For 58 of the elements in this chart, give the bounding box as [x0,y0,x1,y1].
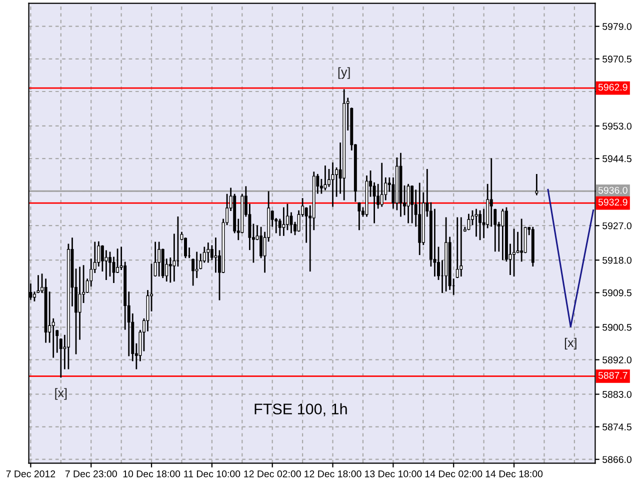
candlestick [372,182,376,224]
ref-line-label: 5936.0 [598,186,628,194]
candlestick [478,210,482,240]
candlestick [116,248,120,274]
x-tick-label: 10 Dec 18:00 [123,470,180,478]
text: FTSE 100, 1h [254,403,347,416]
candlestick [290,212,293,234]
annotation: [x] [55,388,67,400]
x-tick-label: 13 Dec 10:00 [365,470,422,478]
x-tick-label: 12 Dec 18:00 [304,470,362,478]
x-tick-label: 7 Dec 2012 [6,470,56,478]
candlestick [516,232,520,254]
y-tick-label: 5979.0 [602,23,632,30]
candlestick [460,217,463,277]
candlestick [474,208,478,237]
y-tick-label: 5874.5 [602,424,632,430]
candlestick [78,266,82,340]
candlestick [501,208,504,260]
candlestick [467,214,470,230]
candlestick [154,242,157,277]
candlestick [358,202,361,230]
x-tick-label: 12 Dec 02:00 [244,470,301,478]
y-tick-label: 5927.0 [602,222,632,230]
ref-line-label: 5887.7 [598,372,628,379]
annotation: [x] [564,338,576,350]
candlestick [195,252,198,278]
candlestick [410,185,414,224]
y-tick-label: 5918.0 [602,256,632,264]
x-tick-label: 11 Dec 10:00 [184,470,240,478]
x-tick-label: 14 Dec 18:00 [486,470,543,478]
candlestick [184,238,187,258]
y-tick-label: 5900.5 [602,324,632,331]
candlestick [456,217,459,278]
y-tick-label: 5883.0 [602,390,632,398]
ref-line-label: 5962.9 [598,84,628,91]
x-tick-label: 7 Dec 23:00 [65,470,117,478]
candlestick [380,162,384,207]
candlestick [158,242,161,277]
y-tick-label: 5909.5 [602,289,632,296]
y-tick-label: 5892.0 [602,356,632,364]
candlestick [406,184,410,224]
candlestick [520,218,524,262]
candlestick [324,166,327,190]
y-tick-label: 5866.0 [602,456,632,463]
candlestick [214,238,218,273]
candlestick [172,234,176,282]
candlestick [535,174,538,196]
candlestick [490,158,493,227]
y-tick-label: 5944.5 [602,155,632,162]
y-tick-label: 5953.0 [602,122,632,130]
candlestick [282,207,286,236]
y-tick-label: 5970.5 [602,56,632,63]
candlestick [168,257,172,283]
ref-line-label: 5932.9 [598,198,628,206]
annotation: [y] [338,67,350,79]
candlestick [512,228,516,277]
candlestick [206,242,210,263]
x-tick-label: 14 Dec 02:00 [425,470,482,478]
